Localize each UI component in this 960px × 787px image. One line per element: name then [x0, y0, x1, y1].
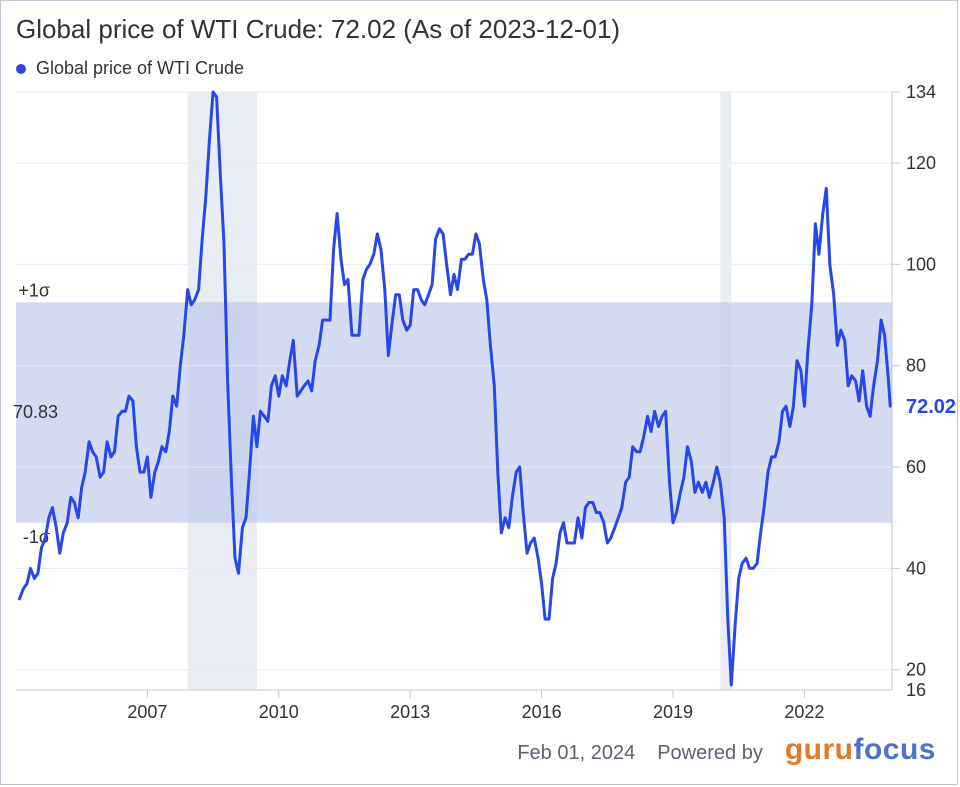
y-tick-label: 20: [906, 660, 926, 680]
y-tick-label: 134: [906, 82, 936, 102]
y-tick-label: 16: [906, 680, 926, 700]
y-tick-label: 80: [906, 356, 926, 376]
x-tick-label: 2010: [259, 702, 299, 722]
x-tick-label: 2016: [522, 702, 562, 722]
x-tick-label: 2022: [784, 702, 824, 722]
x-tick-label: 2019: [653, 702, 693, 722]
footer-date: Feb 01, 2024: [517, 742, 635, 765]
brand-logo: gurufocus: [785, 733, 936, 767]
mean-label: 70.83: [13, 402, 58, 422]
y-tick-label: 60: [906, 457, 926, 477]
sigma-band: [16, 302, 892, 522]
last-value-label: 72.02: [906, 396, 956, 418]
y-tick-label: 100: [906, 254, 936, 274]
x-tick-label: 2013: [390, 702, 430, 722]
line-chart: 20 40 60 80 100 120 134 16 2007 2010 2013 2016 2019 2…: [0, 0, 960, 787]
x-tick-label: 2007: [127, 702, 167, 722]
y-tick-label: 40: [906, 558, 926, 578]
sigma-upper-label: +1σ: [18, 280, 50, 300]
brand-part1: guru: [785, 733, 854, 766]
brand-part2: focus: [853, 733, 936, 766]
footer-powered-label: Powered by: [657, 742, 763, 765]
chart-footer: Feb 01, 2024 Powered by gurufocus: [517, 733, 936, 767]
y-tick-label: 120: [906, 153, 936, 173]
